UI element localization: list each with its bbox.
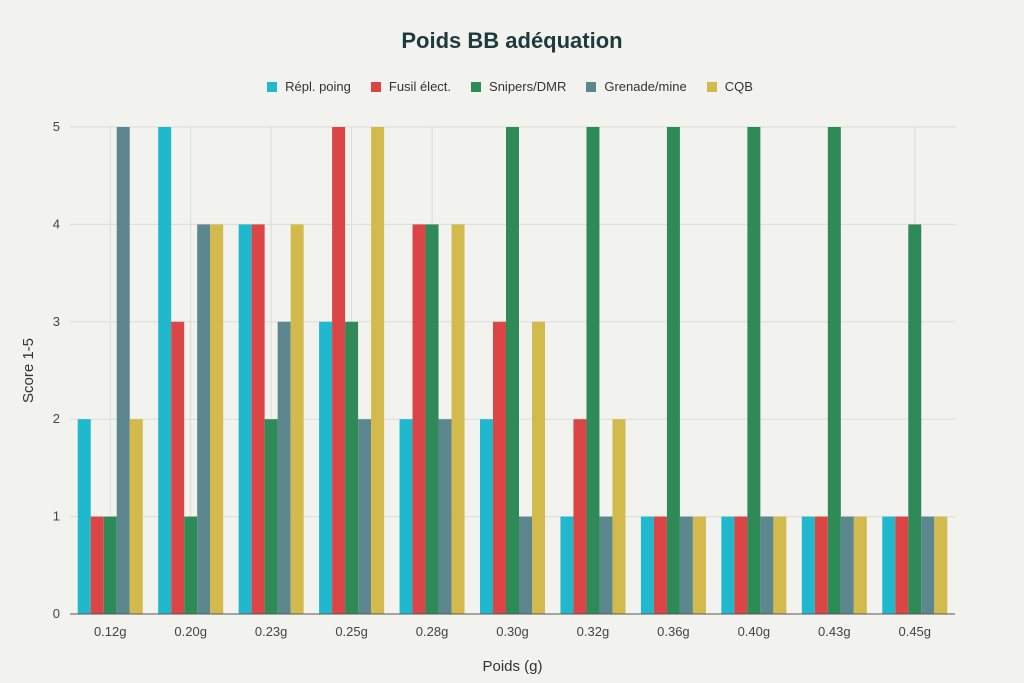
bar (586, 127, 600, 614)
bar (721, 516, 735, 614)
legend-swatch (706, 81, 717, 92)
y-axis-title: Score 1-5 (20, 338, 37, 403)
x-tick-label: 0.45g (898, 624, 931, 639)
bar (934, 516, 948, 614)
bar (814, 516, 828, 614)
bar (238, 224, 252, 614)
bar (773, 516, 787, 614)
x-tick-label: 0.20g (174, 624, 207, 639)
bar (399, 419, 413, 614)
bar (573, 419, 587, 614)
legend-swatch (267, 81, 278, 92)
bar (425, 224, 439, 614)
bar (908, 224, 922, 614)
bar (760, 516, 774, 614)
bar (371, 127, 385, 614)
legend-label: Snipers/DMR (489, 79, 567, 94)
bar (653, 516, 667, 614)
bar (116, 127, 130, 614)
x-tick-label: 0.12g (94, 624, 127, 639)
legend-label: Grenade/mine (604, 79, 687, 94)
bar (358, 419, 372, 614)
bar (412, 224, 426, 614)
y-tick-label: 2 (53, 411, 60, 426)
x-tick-label: 0.23g (255, 624, 288, 639)
bar (332, 127, 346, 614)
bar (197, 224, 211, 614)
y-tick-label: 5 (53, 119, 60, 134)
legend-item[interactable]: Grenade/mine (586, 79, 687, 94)
bar (640, 516, 654, 614)
bar (158, 127, 172, 614)
bar (560, 516, 574, 614)
legend-swatch (370, 81, 381, 92)
bar (90, 516, 104, 614)
bar (129, 419, 143, 614)
x-tick-label: 0.43g (818, 624, 851, 639)
legend-label: Répl. poing (285, 79, 351, 94)
bar (506, 127, 519, 614)
bar (290, 224, 304, 614)
bar (747, 127, 761, 614)
legend-label: Fusil élect. (388, 79, 452, 94)
bar (493, 321, 506, 614)
y-tick-label: 3 (53, 314, 60, 329)
legend-item[interactable]: Fusil élect. (370, 79, 452, 94)
bar (827, 127, 841, 614)
bar (171, 321, 185, 614)
bar (438, 419, 452, 614)
bar (532, 321, 545, 614)
x-tick-label: 0.36g (657, 624, 690, 639)
bar (801, 516, 815, 614)
bar (519, 516, 532, 614)
bar (882, 516, 896, 614)
legend-label: CQB (724, 79, 753, 94)
bar (184, 516, 198, 614)
x-tick-label: 0.25g (335, 624, 368, 639)
bar (840, 516, 854, 614)
bar (599, 516, 613, 614)
x-tick-label: 0.40g (738, 624, 771, 639)
x-tick-label: 0.30g (496, 624, 529, 639)
x-tick-label: 0.28g (416, 624, 449, 639)
bar (210, 224, 224, 614)
legend-item[interactable]: Snipers/DMR (471, 79, 566, 94)
bar (679, 516, 693, 614)
bar (666, 127, 680, 614)
y-tick-label: 0 (53, 606, 60, 621)
y-tick-label: 4 (53, 216, 60, 231)
bar (103, 516, 117, 614)
x-axis-title: Poids (g) (482, 658, 542, 675)
bar (853, 516, 867, 614)
chart-legend: Répl. poing Fusil élect. Snipers/DMR Grenad… (0, 79, 1024, 94)
chart-title: Poids BB adéquation (401, 28, 623, 53)
bar (480, 419, 493, 614)
legend-item[interactable]: CQB (706, 79, 753, 94)
legend-swatch (586, 81, 597, 92)
bar (895, 516, 909, 614)
bar (264, 419, 278, 614)
legend-swatch (471, 81, 482, 92)
bar (692, 516, 706, 614)
bar (251, 224, 265, 614)
bar (612, 419, 626, 614)
bar (319, 321, 333, 614)
legend-item[interactable]: Répl. poing (267, 79, 351, 94)
bar (921, 516, 935, 614)
bar (345, 321, 359, 614)
x-tick-label: 0.32g (577, 624, 610, 639)
y-tick-label: 1 (53, 509, 60, 524)
bar (77, 419, 91, 614)
bar (451, 224, 465, 614)
bar (277, 321, 291, 614)
bar (734, 516, 748, 614)
